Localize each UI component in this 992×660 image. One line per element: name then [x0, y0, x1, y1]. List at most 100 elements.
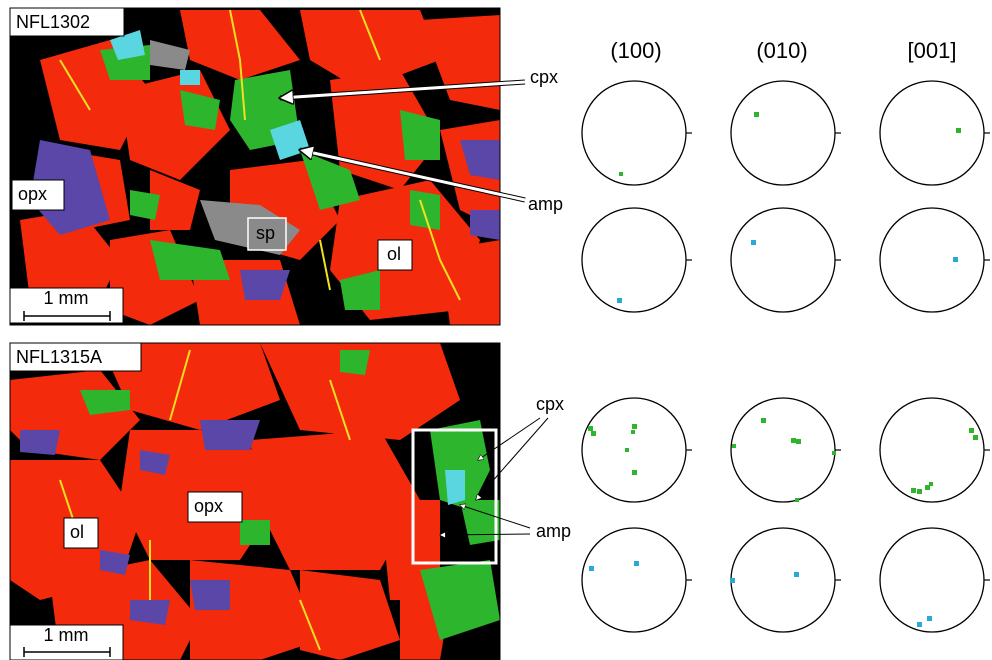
shape: [625, 448, 629, 452]
map-frame: [9, 7, 501, 326]
shape: [200, 420, 260, 450]
pole-figure: [730, 527, 841, 633]
shape: [130, 190, 160, 220]
shape: [589, 566, 594, 571]
arrow: [300, 150, 526, 202]
line: [460, 505, 531, 529]
shape: [969, 428, 974, 433]
shape: [80, 390, 130, 415]
scale-box: [9, 287, 124, 324]
shape: [460, 140, 500, 180]
shape: [180, 10, 300, 80]
scale-bar: [23, 311, 111, 321]
pole-figure-circle: [879, 397, 985, 503]
shape: [340, 270, 380, 310]
shape: [30, 140, 110, 235]
map-frame: [9, 342, 501, 660]
pole-figure-circle: [581, 527, 687, 633]
shape: [130, 600, 170, 625]
shape: [588, 426, 593, 431]
shape: [911, 488, 916, 493]
shape: [751, 240, 756, 245]
shape: [410, 190, 440, 230]
pole-figure-circle: [730, 207, 836, 313]
mineral-label: opx: [194, 496, 223, 516]
pole-figure: [730, 207, 841, 313]
pole-figure: [581, 80, 692, 186]
pole-figure: [730, 80, 841, 186]
shape: [140, 450, 170, 475]
shape: [59, 9, 461, 301]
mineral-label: cpx: [536, 394, 564, 414]
shape: [20, 430, 60, 455]
shape: [150, 170, 200, 230]
shape: [795, 498, 799, 502]
shape: [791, 438, 796, 443]
mineral-label: amp: [528, 194, 563, 214]
label-box: [63, 517, 99, 549]
scale-label: 1 mm: [44, 288, 89, 308]
shape: [754, 112, 759, 117]
pole-figure: [730, 397, 841, 503]
shape: [796, 439, 801, 444]
shape: [240, 520, 270, 545]
shape: [631, 430, 635, 434]
pole-figure-circle: [879, 80, 985, 186]
scale-label: 1 mm: [44, 625, 89, 645]
pole-figure: [879, 207, 990, 313]
label-box: [9, 342, 142, 372]
label-box: [187, 491, 243, 523]
shape: [400, 110, 440, 160]
shape: [430, 420, 490, 510]
pole-figure: [879, 527, 990, 633]
shape: [420, 560, 500, 640]
shape: [150, 40, 190, 70]
shape: [927, 616, 932, 621]
shape: [632, 424, 637, 429]
shape: [929, 482, 933, 486]
pole-figure: [581, 207, 692, 313]
shape: [250, 430, 420, 570]
pole-figures: [581, 80, 990, 633]
shape: [632, 470, 637, 475]
pole-figure-circle: [581, 397, 687, 503]
shape: [100, 343, 280, 430]
shape: [917, 622, 922, 627]
pole-figure: [581, 527, 692, 633]
shape: [300, 570, 400, 660]
shape: [917, 489, 922, 494]
mineral-label: amp: [536, 521, 571, 541]
shape: [591, 431, 596, 436]
map-bottom: [10, 343, 500, 660]
mineral-label: ol: [387, 244, 401, 264]
pole-figure-circle: [730, 527, 836, 633]
shape: [460, 500, 500, 545]
shape: [180, 90, 220, 130]
label-box: [247, 217, 287, 251]
pole-figure-header: [001]: [908, 38, 957, 63]
shape: [110, 30, 145, 60]
pole-figure-circle: [879, 207, 985, 313]
shape: [100, 550, 130, 575]
shape: [240, 270, 290, 300]
pole-figure-circle: [730, 80, 836, 186]
shape: [730, 578, 735, 583]
shape: [619, 172, 623, 176]
mineral-label: ol: [70, 522, 84, 542]
pole-figure-header: (100): [610, 38, 661, 63]
shape: [20, 210, 120, 300]
shape: [973, 435, 978, 440]
pole-figure-circle: [581, 207, 687, 313]
pointer-lines: [440, 417, 549, 535]
label-box: [11, 179, 65, 211]
line: [440, 534, 531, 535]
shape: [617, 298, 622, 303]
shape: [340, 350, 370, 375]
pole-figure-circle: [730, 397, 836, 503]
shape: [150, 240, 230, 280]
shape: [440, 240, 500, 325]
shape: [956, 128, 961, 133]
line: [476, 417, 549, 500]
mineral-label: cpx: [530, 67, 558, 87]
